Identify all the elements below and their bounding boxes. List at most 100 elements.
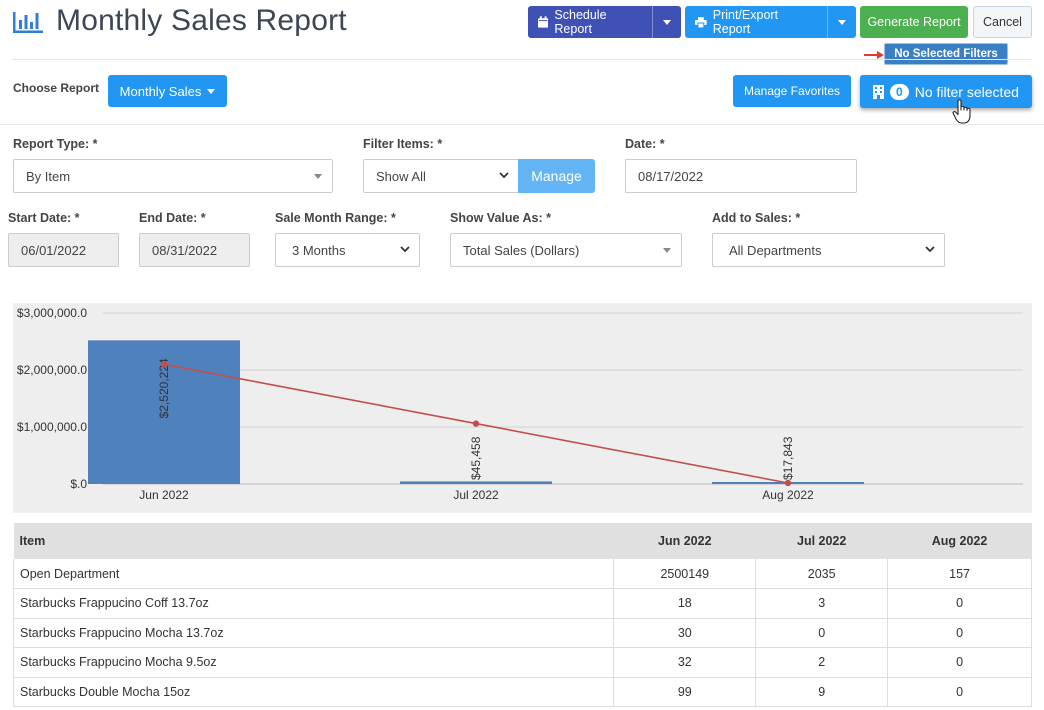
filter-items-label: Filter Items: * xyxy=(363,137,443,151)
schedule-dropdown-toggle[interactable] xyxy=(652,6,681,38)
page-header: Monthly Sales Report Schedule Report Pri… xyxy=(0,0,1044,65)
print-export-button[interactable]: Print/Export Report xyxy=(685,6,856,38)
y-tick-label: $2,000,000.0 xyxy=(17,363,87,377)
start-date-input: 06/01/2022 xyxy=(8,233,119,267)
table-row: Starbucks Frappucino Mocha 13.7oz 30 0 0 xyxy=(12,618,1032,648)
caret-down-icon xyxy=(663,19,672,25)
date-input[interactable]: 08/17/2022 xyxy=(625,159,857,193)
chevron-down-icon xyxy=(925,246,935,253)
cell-item: Starbucks Double Mocha 15oz xyxy=(12,677,615,707)
x-tick-label: Jun 2022 xyxy=(139,488,189,502)
cell-jul: 9 xyxy=(755,677,889,707)
report-type-label: Report Type: * xyxy=(13,137,98,151)
cell-item: Starbucks Frappucino Coff 13.7oz xyxy=(12,588,615,618)
filter-items-value: Show All xyxy=(376,168,426,184)
schedule-report-main[interactable]: Schedule Report xyxy=(528,6,652,38)
cell-jul: 2 xyxy=(755,647,889,677)
header-divider xyxy=(12,59,1032,60)
end-date-value: 08/31/2022 xyxy=(152,242,218,258)
end-date-label: End Date: * xyxy=(139,211,206,225)
no-filters-tooltip: No Selected Filters xyxy=(884,43,1008,65)
report-type-value: By Item xyxy=(26,168,71,184)
caret-down-icon xyxy=(207,88,216,94)
sales-table: Item Jun 2022 Jul 2022 Aug 2022 Open Dep… xyxy=(12,523,1032,707)
data-label: $17,843 xyxy=(781,436,795,480)
cancel-button[interactable]: Cancel xyxy=(973,6,1032,38)
data-label: $45,458 xyxy=(469,436,483,480)
cell-aug: 0 xyxy=(887,618,1032,648)
col-header-jun[interactable]: Jun 2022 xyxy=(658,534,712,548)
x-tick-label: Jul 2022 xyxy=(453,488,499,502)
chevron-down-icon xyxy=(400,246,410,253)
generate-report-button[interactable]: Generate Report xyxy=(860,6,968,38)
add-to-sales-label: Add to Sales: * xyxy=(712,211,801,225)
cell-aug: 0 xyxy=(887,677,1032,707)
cell-jun: 30 xyxy=(613,618,757,648)
cell-jun: 18 xyxy=(613,588,757,618)
end-date-input: 08/31/2022 xyxy=(139,233,250,267)
filter-label: No filter selected xyxy=(914,83,1019,100)
sales-chart: $3,000,000.0 $2,000,000.0 $1,000,000.0 $.0 $… xyxy=(13,303,1032,513)
page-title: Monthly Sales Report xyxy=(56,4,347,37)
building-icon xyxy=(873,84,885,99)
schedule-report-button[interactable]: Schedule Report xyxy=(528,6,681,38)
printer-icon xyxy=(695,16,707,28)
schedule-report-label: Schedule Report xyxy=(554,8,607,36)
table-row: Starbucks Frappucino Coff 13.7oz 18 3 0 xyxy=(12,588,1032,618)
x-tick-label: Aug 2022 xyxy=(762,488,814,502)
filter-count-badge: 0 xyxy=(890,83,909,100)
calendar-icon xyxy=(538,16,549,28)
report-selector-label: Monthly Sales xyxy=(119,83,202,99)
add-to-sales-value: All Departments xyxy=(729,242,822,258)
chart-bar xyxy=(400,481,552,484)
caret-down-icon xyxy=(837,19,846,25)
trend-point xyxy=(784,479,792,487)
col-header-jul[interactable]: Jul 2022 xyxy=(797,534,847,548)
y-tick-label: $3,000,000.0 xyxy=(17,306,87,320)
add-to-sales-select[interactable]: All Departments xyxy=(712,233,945,267)
table-header-row: Item Jun 2022 Jul 2022 Aug 2022 xyxy=(13,523,1032,559)
y-tick-label: $1,000,000.0 xyxy=(17,420,87,434)
print-export-label: Print/Export Report xyxy=(712,8,779,36)
print-dropdown-toggle[interactable] xyxy=(826,6,856,38)
report-selector-button[interactable]: Monthly Sales xyxy=(108,75,227,107)
bar-chart-icon xyxy=(13,12,43,33)
show-value-value: Total Sales (Dollars) xyxy=(463,242,580,258)
cell-jun: 2500149 xyxy=(613,559,757,589)
cell-jul: 2035 xyxy=(755,559,889,589)
caret-down-icon xyxy=(663,248,671,253)
print-export-main[interactable]: Print/Export Report xyxy=(685,6,827,38)
cell-aug: 0 xyxy=(887,647,1032,677)
filter-selected-button[interactable]: 0 No filter selected xyxy=(860,75,1032,108)
trend-point xyxy=(472,420,480,427)
table-row: Starbucks Frappucino Mocha 9.5oz 32 2 0 xyxy=(12,647,1032,677)
data-label: $2,520,224 xyxy=(157,358,171,418)
chevron-down-icon xyxy=(499,172,509,179)
col-header-item[interactable]: Item xyxy=(19,534,46,548)
cell-jul: 0 xyxy=(755,618,889,648)
start-date-label: Start Date: * xyxy=(8,211,80,225)
show-value-select[interactable]: Total Sales (Dollars) xyxy=(450,233,682,267)
hand-cursor-icon xyxy=(952,99,971,124)
manage-filter-button[interactable]: Manage xyxy=(518,159,595,193)
arrow-right-icon xyxy=(864,51,884,59)
cell-jul: 3 xyxy=(755,588,889,618)
trend-point xyxy=(160,361,168,368)
date-value: 08/17/2022 xyxy=(638,168,704,184)
sale-month-range-select[interactable]: 3 Months xyxy=(275,233,420,267)
show-value-label: Show Value As: * xyxy=(450,211,551,225)
report-type-select[interactable]: By Item xyxy=(13,159,333,193)
sale-month-range-label: Sale Month Range: * xyxy=(275,211,396,225)
cell-item: Starbucks Frappucino Mocha 13.7oz xyxy=(12,618,615,648)
toolbar-divider xyxy=(0,124,1044,125)
filter-items-select[interactable]: Show All xyxy=(363,159,519,193)
cell-jun: 32 xyxy=(613,647,757,677)
col-header-aug[interactable]: Aug 2022 xyxy=(931,534,988,548)
cell-item: Open Department xyxy=(12,559,615,589)
manage-favorites-button[interactable]: Manage Favorites xyxy=(733,75,851,107)
y-tick-label: $.0 xyxy=(70,477,87,491)
cell-aug: 157 xyxy=(887,559,1032,589)
sale-month-range-value: 3 Months xyxy=(292,242,346,258)
cell-jun: 99 xyxy=(613,677,757,707)
table-row: Open Department 2500149 2035 157 xyxy=(12,559,1032,589)
